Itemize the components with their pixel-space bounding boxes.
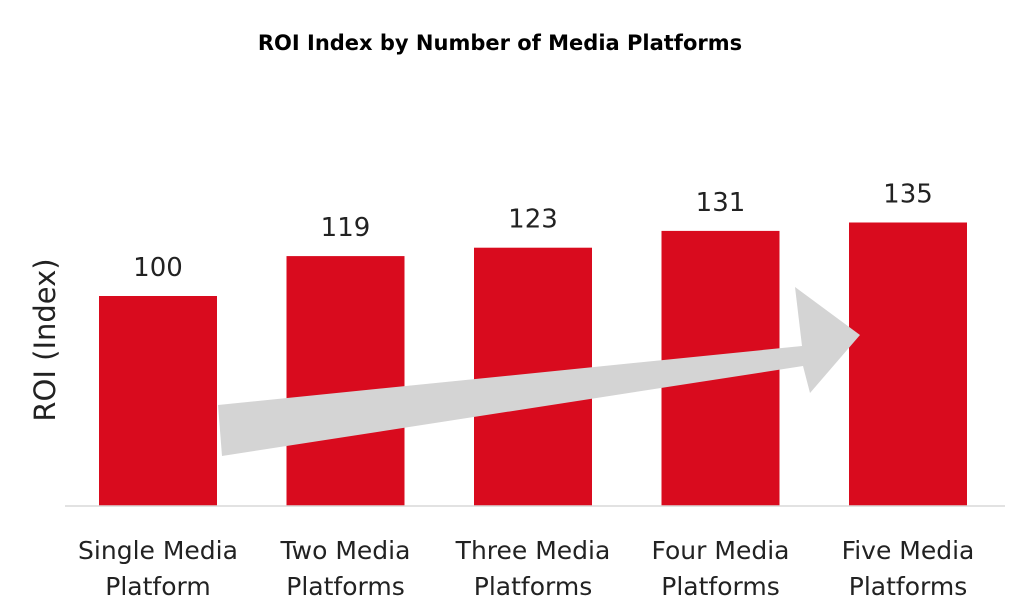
chart-title: ROI Index by Number of Media Platforms	[258, 31, 742, 55]
bar-1	[99, 296, 217, 506]
bar-5	[849, 222, 967, 506]
value-label-1: 100	[133, 253, 183, 283]
value-label-5: 135	[883, 180, 933, 210]
category-label-1: Single Media Platform	[78, 536, 238, 601]
trend-arrow-group	[218, 287, 860, 456]
category-labels-group: Single Media Platform Two Media Platforms Th…	[78, 536, 974, 601]
category-label-3: Three Media Platforms	[455, 536, 611, 601]
value-labels-group: 100 119 123 131 135	[133, 180, 933, 284]
category-label-5: Five Media Platforms	[842, 536, 975, 601]
value-label-3: 123	[508, 205, 558, 235]
category-label-2: Two Media Platforms	[280, 536, 411, 601]
bars-group	[99, 222, 967, 506]
trend-arrow	[218, 287, 860, 456]
bar-2	[286, 256, 405, 506]
category-label-4: Four Media Platforms	[652, 536, 790, 601]
value-label-4: 131	[696, 188, 746, 218]
y-axis-label: ROI (Index)	[28, 258, 62, 421]
value-label-2: 119	[321, 213, 371, 243]
